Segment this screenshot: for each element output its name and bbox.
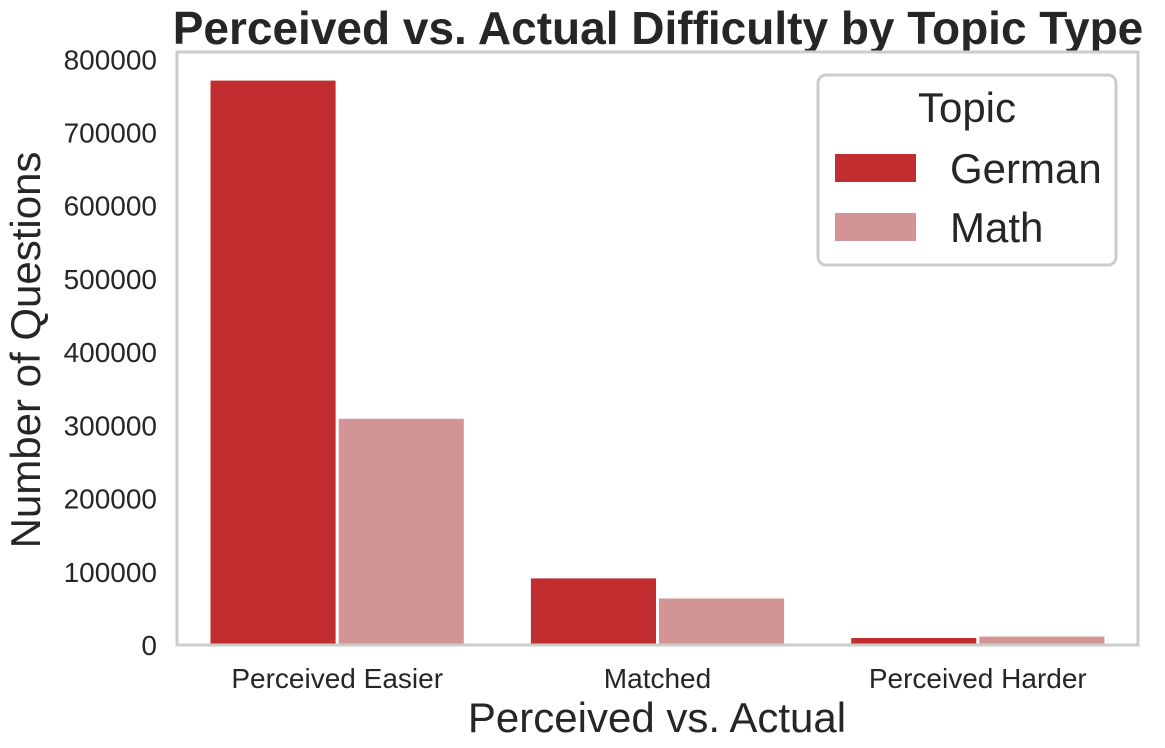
y-tick-label: 100000 (64, 557, 157, 588)
bar-math-perceived-harder (979, 636, 1105, 645)
x-tick-label: Perceived Harder (869, 663, 1087, 694)
x-tick-label: Perceived Easier (231, 663, 443, 694)
x-axis-label: Perceived vs. Actual (468, 694, 846, 741)
bar-german-perceived-easier (210, 80, 336, 646)
y-axis-label: Number of Questions (2, 152, 49, 549)
chart-title: Perceived vs. Actual Difficulty by Topic… (173, 2, 1144, 54)
bar-math-matched (659, 598, 785, 645)
y-tick-label: 400000 (64, 337, 157, 368)
bar-math-perceived-easier (338, 418, 464, 645)
bar-german-perceived-harder (851, 638, 977, 645)
y-axis-ticks: 0 100000 200000 300000 400000 500000 600000 700… (64, 44, 157, 661)
x-axis-ticks: Perceived Easier Matched Perceived Harder (231, 663, 1086, 694)
y-tick-label: 600000 (64, 191, 157, 222)
legend-title: Topic (918, 84, 1016, 131)
legend-label-math: Math (950, 204, 1043, 251)
bar-german-matched (530, 578, 656, 645)
plot-frame (175, 50, 1140, 647)
y-tick-label: 0 (141, 630, 157, 661)
x-tick-label: Matched (604, 663, 711, 694)
y-tick-label: 200000 (64, 484, 157, 515)
y-tick-label: 800000 (64, 44, 157, 75)
y-tick-label: 500000 (64, 264, 157, 295)
bars-group (210, 80, 1105, 646)
legend-swatch-math (835, 213, 916, 241)
legend: Topic German Math (816, 73, 1118, 267)
legend-swatch-german (835, 154, 916, 182)
y-tick-label: 700000 (64, 118, 157, 149)
y-tick-label: 300000 (64, 410, 157, 441)
legend-label-german: German (950, 145, 1102, 192)
